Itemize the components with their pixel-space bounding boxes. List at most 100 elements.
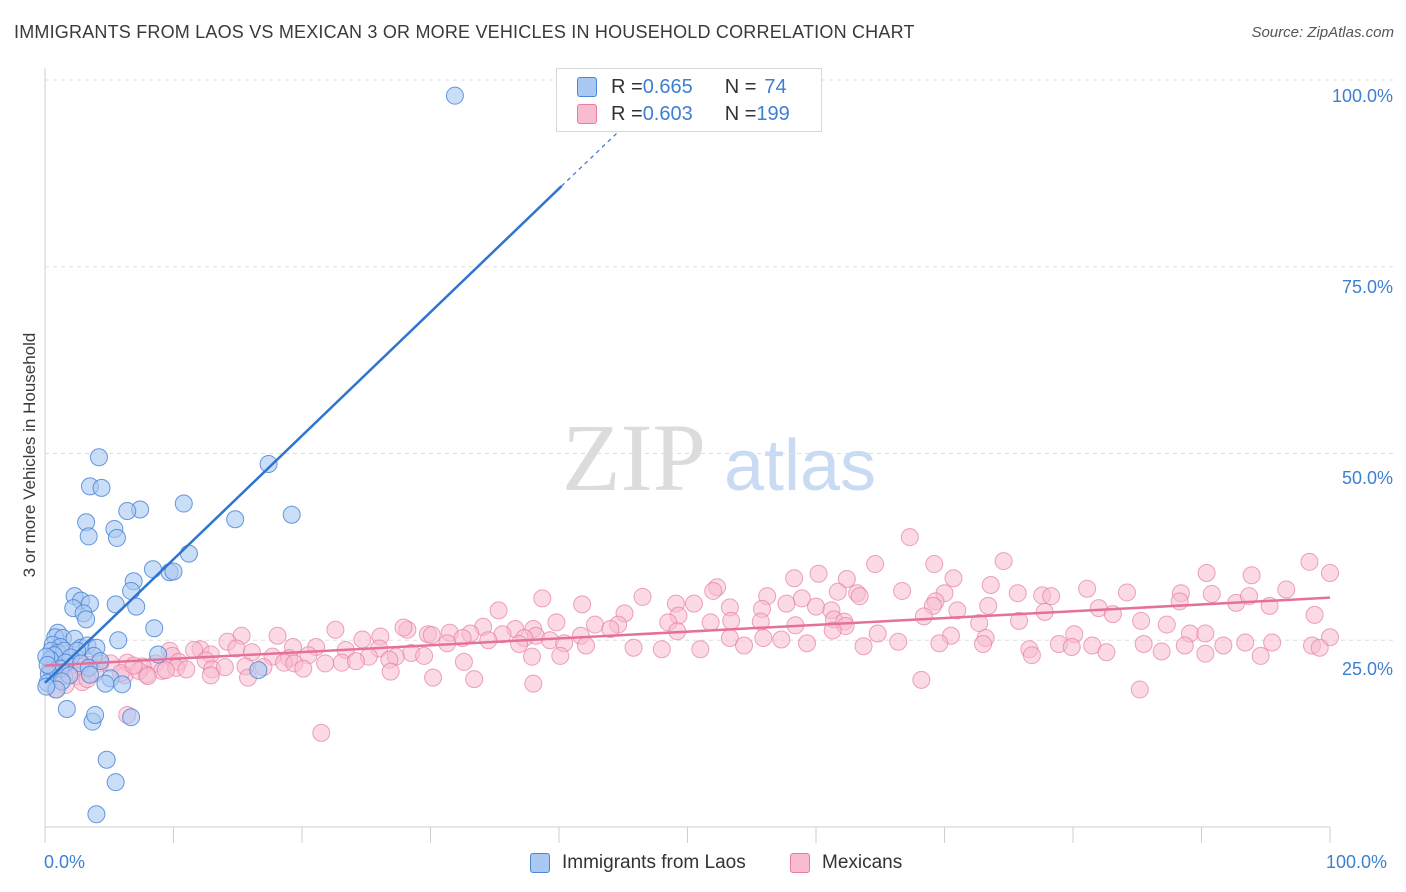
gridlines — [45, 79, 1394, 641]
mexicans-point — [777, 594, 796, 613]
mexicans-point — [1010, 611, 1029, 630]
mexicans-point — [854, 637, 873, 656]
laos-point — [96, 674, 115, 693]
mexicans-point — [809, 564, 828, 583]
mexicans-point — [294, 659, 313, 678]
mexicans-point — [601, 620, 620, 639]
laos-point — [259, 454, 278, 473]
mexicans-swatch — [577, 104, 597, 124]
n-value: 199 — [756, 102, 790, 125]
mexicans-point — [691, 640, 710, 659]
x-tick-label: 100.0% — [1326, 852, 1388, 872]
mexicans-point — [1196, 644, 1215, 663]
mexicans-point — [974, 634, 993, 653]
mexicans-point — [454, 652, 473, 671]
mexicans-point — [1175, 636, 1194, 655]
mexicans-point — [523, 647, 542, 666]
mexicans-point — [1157, 615, 1176, 634]
legend-label: Immigrants from Laos — [562, 852, 746, 873]
mexicans-point — [893, 581, 912, 600]
laos-point — [113, 675, 132, 694]
laos-point — [143, 560, 162, 579]
mexicans-point — [489, 601, 508, 620]
mexicans-point — [1300, 552, 1319, 571]
laos-trend-line — [44, 185, 563, 684]
mexicans-point — [624, 638, 643, 657]
mexicans-point — [828, 582, 847, 601]
mexicans-point — [823, 621, 842, 640]
laos-point — [122, 708, 141, 727]
mexicans-point — [1117, 583, 1136, 602]
n-label: N = — [724, 102, 757, 125]
mexicans-point — [1251, 646, 1270, 665]
mexicans-point — [415, 646, 434, 665]
mexicans-point — [1240, 587, 1259, 606]
mexicans-point — [1277, 580, 1296, 599]
laos-point — [127, 597, 146, 616]
mexicans-point — [1202, 584, 1221, 603]
laos-point — [57, 699, 76, 718]
mexicans-point — [704, 581, 723, 600]
laos-point — [89, 448, 108, 467]
mexicans-point — [981, 575, 1000, 594]
mexicans-point — [684, 594, 703, 613]
mexicans-point — [424, 668, 443, 687]
mexicans-point — [1263, 633, 1282, 652]
laos-point — [77, 610, 96, 629]
legend-row-laos: R = 0.665 N = 74 — [577, 75, 787, 99]
mexicans-point — [1042, 587, 1061, 606]
mexicans-point — [1078, 579, 1097, 598]
mexicans-points — [41, 528, 1339, 742]
source-label: Source: ZipAtlas.com — [1251, 24, 1394, 41]
laos-point — [249, 661, 268, 680]
laos-points — [37, 86, 464, 824]
mexicans-point — [1008, 584, 1027, 603]
laos-swatch — [577, 77, 597, 97]
mexicans-point — [326, 620, 345, 639]
mexicans-point — [1242, 566, 1261, 585]
mexicans-point — [1132, 611, 1151, 630]
mexicans-point — [807, 597, 825, 616]
legend-label: Mexicans — [822, 852, 903, 873]
laos-point — [174, 494, 193, 513]
legend-item-laos: Immigrants from Laos — [530, 852, 746, 874]
laos-point — [37, 677, 56, 696]
r-value: 0.603 — [642, 102, 693, 125]
mexicans-point — [1196, 624, 1215, 643]
laos-point — [226, 510, 245, 529]
mexicans-point — [1130, 680, 1149, 699]
y-tick-label: 100.0% — [1331, 86, 1393, 106]
r-label: R = — [611, 102, 643, 125]
laos-point — [80, 665, 99, 684]
mexicans-point — [837, 569, 856, 588]
mexicans-point — [551, 646, 570, 665]
mexicans-point — [1305, 605, 1324, 624]
mexicans-point — [930, 634, 949, 653]
mexicans-point — [701, 613, 720, 632]
mexicans-point — [1214, 636, 1233, 655]
laos-point — [79, 527, 98, 546]
laos-point — [86, 705, 105, 724]
watermark-atlas: atlas — [724, 426, 876, 506]
mexicans-point — [201, 666, 220, 685]
mexicans-point — [316, 654, 335, 673]
mexicans-point — [1097, 643, 1116, 662]
mexicans-point — [735, 636, 754, 655]
mexicans-point — [925, 555, 944, 574]
mexicans-point — [1321, 564, 1339, 583]
laos-point — [282, 505, 301, 524]
mexicans-point — [1022, 646, 1041, 665]
laos-point — [97, 750, 116, 769]
mexicans-point — [524, 674, 543, 693]
mexicans-point — [346, 652, 365, 671]
mexicans-point — [798, 634, 817, 653]
legend-item-mexicans: Mexicans — [790, 852, 902, 874]
laos-point — [87, 805, 106, 824]
mexicans-point — [866, 555, 885, 574]
x-tick-label: 0.0% — [44, 852, 86, 872]
mexicans-point — [912, 670, 931, 689]
mexicans-point — [138, 667, 157, 686]
mexicans-point — [944, 569, 963, 588]
trend-lines — [44, 126, 1331, 684]
